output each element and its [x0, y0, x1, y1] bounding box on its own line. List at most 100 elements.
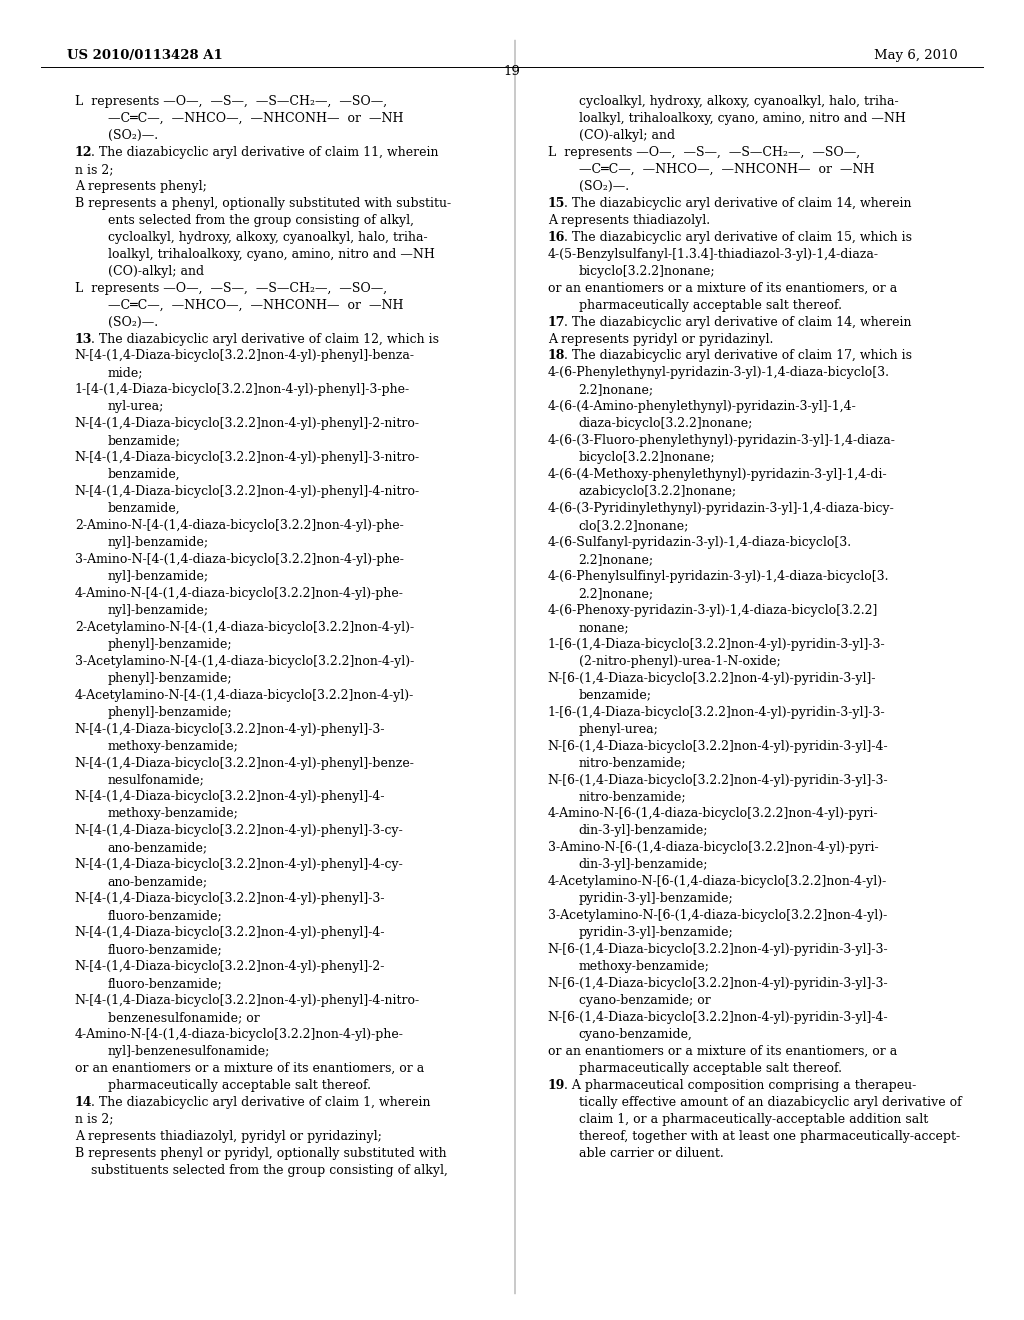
Text: N-[4-(1,4-Diaza-bicyclo[3.2.2]non-4-yl)-phenyl]-3-: N-[4-(1,4-Diaza-bicyclo[3.2.2]non-4-yl)-…	[75, 722, 385, 735]
Text: 1-[6-(1,4-Diaza-bicyclo[3.2.2]non-4-yl)-pyridin-3-yl]-3-: 1-[6-(1,4-Diaza-bicyclo[3.2.2]non-4-yl)-…	[548, 638, 886, 651]
Text: din-3-yl]-benzamide;: din-3-yl]-benzamide;	[579, 858, 708, 871]
Text: 13: 13	[75, 333, 92, 346]
Text: pharmaceutically acceptable salt thereof.: pharmaceutically acceptable salt thereof…	[579, 298, 842, 312]
Text: 3-Acetylamino-N-[4-(1,4-diaza-bicyclo[3.2.2]non-4-yl)-: 3-Acetylamino-N-[4-(1,4-diaza-bicyclo[3.…	[75, 655, 414, 668]
Text: . The diazabicyclic aryl derivative of claim 17, which is: . The diazabicyclic aryl derivative of c…	[563, 350, 911, 363]
Text: claim 1, or a pharmaceutically-acceptable addition salt: claim 1, or a pharmaceutically-acceptabl…	[579, 1113, 928, 1126]
Text: 15: 15	[548, 197, 565, 210]
Text: phenyl]-benzamide;: phenyl]-benzamide;	[108, 706, 232, 718]
Text: clo[3.2.2]nonane;: clo[3.2.2]nonane;	[579, 519, 689, 532]
Text: 2.2]nonane;: 2.2]nonane;	[579, 587, 653, 599]
Text: . The diazabicyclic aryl derivative of claim 15, which is: . The diazabicyclic aryl derivative of c…	[563, 231, 911, 244]
Text: (2-nitro-phenyl)-urea-1-N-oxide;: (2-nitro-phenyl)-urea-1-N-oxide;	[579, 655, 780, 668]
Text: 4-Amino-N-[4-(1,4-diaza-bicyclo[3.2.2]non-4-yl)-phe-: 4-Amino-N-[4-(1,4-diaza-bicyclo[3.2.2]no…	[75, 1028, 403, 1041]
Text: nitro-benzamide;: nitro-benzamide;	[579, 791, 686, 804]
Text: A represents pyridyl or pyridazinyl.: A represents pyridyl or pyridazinyl.	[548, 333, 773, 346]
Text: tically effective amount of an diazabicyclic aryl derivative of: tically effective amount of an diazabicy…	[579, 1096, 962, 1109]
Text: N-[4-(1,4-Diaza-bicyclo[3.2.2]non-4-yl)-phenyl]-benze-: N-[4-(1,4-Diaza-bicyclo[3.2.2]non-4-yl)-…	[75, 756, 415, 770]
Text: (SO₂)—.: (SO₂)—.	[579, 180, 629, 193]
Text: A represents thiadiazolyl, pyridyl or pyridazinyl;: A represents thiadiazolyl, pyridyl or py…	[75, 1130, 382, 1143]
Text: loalkyl, trihaloalkoxy, cyano, amino, nitro and —NH: loalkyl, trihaloalkoxy, cyano, amino, ni…	[108, 248, 434, 260]
Text: methoxy-benzamide;: methoxy-benzamide;	[108, 808, 239, 821]
Text: N-[4-(1,4-Diaza-bicyclo[3.2.2]non-4-yl)-phenyl]-4-: N-[4-(1,4-Diaza-bicyclo[3.2.2]non-4-yl)-…	[75, 791, 385, 804]
Text: (CO)-alkyl; and: (CO)-alkyl; and	[108, 264, 204, 277]
Text: methoxy-benzamide;: methoxy-benzamide;	[579, 960, 710, 973]
Text: n is 2;: n is 2;	[75, 162, 114, 176]
Text: or an enantiomers or a mixture of its enantiomers, or a: or an enantiomers or a mixture of its en…	[548, 1045, 897, 1057]
Text: pharmaceutically acceptable salt thereof.: pharmaceutically acceptable salt thereof…	[579, 1061, 842, 1074]
Text: L  represents —O—,  —S—,  —S—CH₂—,  —SO—,: L represents —O—, —S—, —S—CH₂—, —SO—,	[75, 95, 387, 108]
Text: able carrier or diluent.: able carrier or diluent.	[579, 1147, 723, 1160]
Text: 4-Acetylamino-N-[4-(1,4-diaza-bicyclo[3.2.2]non-4-yl)-: 4-Acetylamino-N-[4-(1,4-diaza-bicyclo[3.…	[75, 689, 414, 702]
Text: 2-Amino-N-[4-(1,4-diaza-bicyclo[3.2.2]non-4-yl)-phe-: 2-Amino-N-[4-(1,4-diaza-bicyclo[3.2.2]no…	[75, 519, 403, 532]
Text: L  represents —O—,  —S—,  —S—CH₂—,  —SO—,: L represents —O—, —S—, —S—CH₂—, —SO—,	[75, 281, 387, 294]
Text: N-[4-(1,4-Diaza-bicyclo[3.2.2]non-4-yl)-phenyl]-3-: N-[4-(1,4-Diaza-bicyclo[3.2.2]non-4-yl)-…	[75, 892, 385, 906]
Text: nitro-benzamide;: nitro-benzamide;	[579, 756, 686, 770]
Text: (SO₂)—.: (SO₂)—.	[108, 315, 158, 329]
Text: 4-Amino-N-[6-(1,4-diaza-bicyclo[3.2.2]non-4-yl)-pyri-: 4-Amino-N-[6-(1,4-diaza-bicyclo[3.2.2]no…	[548, 808, 879, 821]
Text: pharmaceutically acceptable salt thereof.: pharmaceutically acceptable salt thereof…	[108, 1078, 371, 1092]
Text: B represents a phenyl, optionally substituted with substitu-: B represents a phenyl, optionally substi…	[75, 197, 451, 210]
Text: nyl]-benzamide;: nyl]-benzamide;	[108, 570, 209, 583]
Text: thereof, together with at least one pharmaceutically-accept-: thereof, together with at least one phar…	[579, 1130, 959, 1143]
Text: nyl]-benzenesulfonamide;: nyl]-benzenesulfonamide;	[108, 1045, 270, 1057]
Text: (CO)-alkyl; and: (CO)-alkyl; and	[579, 129, 675, 143]
Text: 4-(6-Sulfanyl-pyridazin-3-yl)-1,4-diaza-bicyclo[3.: 4-(6-Sulfanyl-pyridazin-3-yl)-1,4-diaza-…	[548, 536, 852, 549]
Text: phenyl]-benzamide;: phenyl]-benzamide;	[108, 638, 232, 651]
Text: 2.2]nonane;: 2.2]nonane;	[579, 383, 653, 396]
Text: nyl-urea;: nyl-urea;	[108, 400, 164, 413]
Text: —C═C—,  —NHCO—,  —NHCONH—  or  —NH: —C═C—, —NHCO—, —NHCONH— or —NH	[108, 298, 403, 312]
Text: benzenesulfonamide; or: benzenesulfonamide; or	[108, 1011, 259, 1024]
Text: loalkyl, trihaloalkoxy, cyano, amino, nitro and —NH: loalkyl, trihaloalkoxy, cyano, amino, ni…	[579, 112, 905, 125]
Text: N-[6-(1,4-Diaza-bicyclo[3.2.2]non-4-yl)-pyridin-3-yl]-4-: N-[6-(1,4-Diaza-bicyclo[3.2.2]non-4-yl)-…	[548, 739, 889, 752]
Text: N-[6-(1,4-Diaza-bicyclo[3.2.2]non-4-yl)-pyridin-3-yl]-4-: N-[6-(1,4-Diaza-bicyclo[3.2.2]non-4-yl)-…	[548, 1011, 889, 1024]
Text: 4-(6-(4-Methoxy-phenylethynyl)-pyridazin-3-yl]-1,4-di-: 4-(6-(4-Methoxy-phenylethynyl)-pyridazin…	[548, 469, 888, 482]
Text: 18: 18	[548, 350, 565, 363]
Text: 12: 12	[75, 147, 92, 158]
Text: substituents selected from the group consisting of alkyl,: substituents selected from the group con…	[75, 1164, 447, 1176]
Text: cycloalkyl, hydroxy, alkoxy, cyanoalkyl, halo, triha-: cycloalkyl, hydroxy, alkoxy, cyanoalkyl,…	[108, 231, 427, 244]
Text: N-[6-(1,4-Diaza-bicyclo[3.2.2]non-4-yl)-pyridin-3-yl]-3-: N-[6-(1,4-Diaza-bicyclo[3.2.2]non-4-yl)-…	[548, 977, 889, 990]
Text: benzamide;: benzamide;	[579, 689, 651, 702]
Text: diaza-bicyclo[3.2.2]nonane;: diaza-bicyclo[3.2.2]nonane;	[579, 417, 753, 430]
Text: 17: 17	[548, 315, 565, 329]
Text: N-[4-(1,4-Diaza-bicyclo[3.2.2]non-4-yl)-phenyl]-4-cy-: N-[4-(1,4-Diaza-bicyclo[3.2.2]non-4-yl)-…	[75, 858, 403, 871]
Text: ano-benzamide;: ano-benzamide;	[108, 875, 208, 888]
Text: 2-Acetylamino-N-[4-(1,4-diaza-bicyclo[3.2.2]non-4-yl)-: 2-Acetylamino-N-[4-(1,4-diaza-bicyclo[3.…	[75, 620, 414, 634]
Text: methoxy-benzamide;: methoxy-benzamide;	[108, 739, 239, 752]
Text: phenyl-urea;: phenyl-urea;	[579, 722, 658, 735]
Text: benzamide,: benzamide,	[108, 469, 180, 482]
Text: 3-Amino-N-[6-(1,4-diaza-bicyclo[3.2.2]non-4-yl)-pyri-: 3-Amino-N-[6-(1,4-diaza-bicyclo[3.2.2]no…	[548, 841, 879, 854]
Text: . A pharmaceutical composition comprising a therapeu-: . A pharmaceutical composition comprisin…	[563, 1078, 915, 1092]
Text: bicyclo[3.2.2]nonane;: bicyclo[3.2.2]nonane;	[579, 264, 715, 277]
Text: or an enantiomers or a mixture of its enantiomers, or a: or an enantiomers or a mixture of its en…	[548, 281, 897, 294]
Text: . The diazabicyclic aryl derivative of claim 14, wherein: . The diazabicyclic aryl derivative of c…	[563, 315, 911, 329]
Text: 4-(6-(4-Amino-phenylethynyl)-pyridazin-3-yl]-1,4-: 4-(6-(4-Amino-phenylethynyl)-pyridazin-3…	[548, 400, 857, 413]
Text: fluoro-benzamide;: fluoro-benzamide;	[108, 977, 222, 990]
Text: nyl]-benzamide;: nyl]-benzamide;	[108, 605, 209, 616]
Text: azabicyclo[3.2.2]nonane;: azabicyclo[3.2.2]nonane;	[579, 486, 736, 498]
Text: 2.2]nonane;: 2.2]nonane;	[579, 553, 653, 566]
Text: A represents phenyl;: A represents phenyl;	[75, 180, 207, 193]
Text: pyridin-3-yl]-benzamide;: pyridin-3-yl]-benzamide;	[579, 927, 733, 939]
Text: 14: 14	[75, 1096, 92, 1109]
Text: 1-[4-(1,4-Diaza-bicyclo[3.2.2]non-4-yl)-phenyl]-3-phe-: 1-[4-(1,4-Diaza-bicyclo[3.2.2]non-4-yl)-…	[75, 383, 410, 396]
Text: 4-(6-Phenylsulfinyl-pyridazin-3-yl)-1,4-diaza-bicyclo[3.: 4-(6-Phenylsulfinyl-pyridazin-3-yl)-1,4-…	[548, 570, 889, 583]
Text: . The diazabicyclic aryl derivative of claim 1, wherein: . The diazabicyclic aryl derivative of c…	[90, 1096, 430, 1109]
Text: 4-(6-Phenylethynyl-pyridazin-3-yl)-1,4-diaza-bicyclo[3.: 4-(6-Phenylethynyl-pyridazin-3-yl)-1,4-d…	[548, 367, 890, 379]
Text: May 6, 2010: May 6, 2010	[873, 49, 957, 62]
Text: 19: 19	[548, 1078, 565, 1092]
Text: N-[6-(1,4-Diaza-bicyclo[3.2.2]non-4-yl)-pyridin-3-yl]-3-: N-[6-(1,4-Diaza-bicyclo[3.2.2]non-4-yl)-…	[548, 774, 889, 787]
Text: phenyl]-benzamide;: phenyl]-benzamide;	[108, 672, 232, 685]
Text: N-[4-(1,4-Diaza-bicyclo[3.2.2]non-4-yl)-phenyl]-3-nitro-: N-[4-(1,4-Diaza-bicyclo[3.2.2]non-4-yl)-…	[75, 451, 420, 465]
Text: . The diazabicyclic aryl derivative of claim 14, wherein: . The diazabicyclic aryl derivative of c…	[563, 197, 911, 210]
Text: L  represents —O—,  —S—,  —S—CH₂—,  —SO—,: L represents —O—, —S—, —S—CH₂—, —SO—,	[548, 147, 860, 158]
Text: mide;: mide;	[108, 367, 143, 379]
Text: nyl]-benzamide;: nyl]-benzamide;	[108, 536, 209, 549]
Text: B represents phenyl or pyridyl, optionally substituted with: B represents phenyl or pyridyl, optional…	[75, 1147, 446, 1160]
Text: 4-(5-Benzylsulfanyl-[1.3.4]-thiadiazol-3-yl)-1,4-diaza-: 4-(5-Benzylsulfanyl-[1.3.4]-thiadiazol-3…	[548, 248, 879, 260]
Text: 4-(6-Phenoxy-pyridazin-3-yl)-1,4-diaza-bicyclo[3.2.2]: 4-(6-Phenoxy-pyridazin-3-yl)-1,4-diaza-b…	[548, 605, 879, 616]
Text: N-[4-(1,4-Diaza-bicyclo[3.2.2]non-4-yl)-phenyl]-4-nitro-: N-[4-(1,4-Diaza-bicyclo[3.2.2]non-4-yl)-…	[75, 994, 420, 1007]
Text: N-[4-(1,4-Diaza-bicyclo[3.2.2]non-4-yl)-phenyl]-2-nitro-: N-[4-(1,4-Diaza-bicyclo[3.2.2]non-4-yl)-…	[75, 417, 420, 430]
Text: N-[4-(1,4-Diaza-bicyclo[3.2.2]non-4-yl)-phenyl]-4-nitro-: N-[4-(1,4-Diaza-bicyclo[3.2.2]non-4-yl)-…	[75, 486, 420, 498]
